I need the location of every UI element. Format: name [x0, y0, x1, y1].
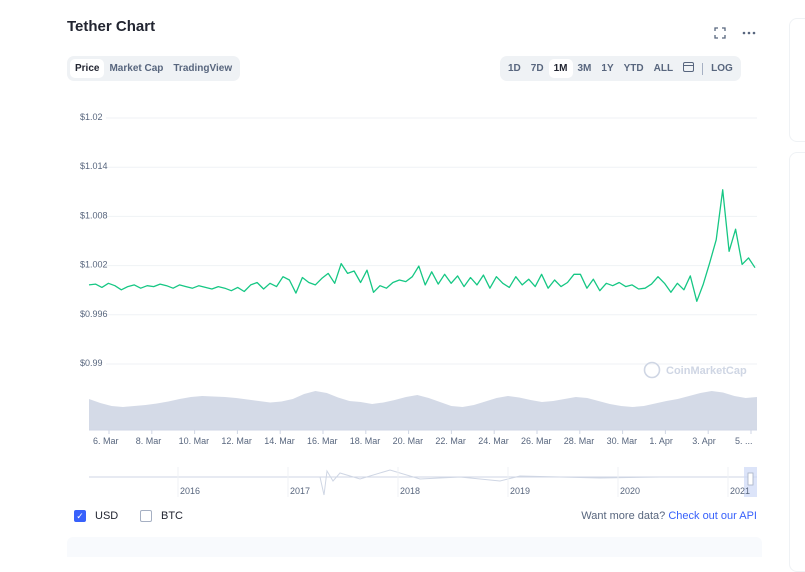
x-tick-label: 20. Mar	[393, 436, 424, 446]
navigator-year-label: 2021	[730, 486, 750, 496]
x-tick-label: 18. Mar	[350, 436, 381, 446]
chart-title: Tether Chart	[67, 18, 156, 35]
chart-type-tabs: Price Market Cap TradingView	[67, 56, 241, 81]
x-tick-label: 24. Mar	[478, 436, 509, 446]
tab-price[interactable]: Price	[70, 59, 105, 78]
x-tick-label: 3. Apr	[692, 436, 716, 446]
navigator-background	[89, 467, 757, 497]
x-tick-label: 30. Mar	[607, 436, 638, 446]
more-horizontal-icon[interactable]	[740, 24, 758, 42]
y-tick-label: $0.99	[80, 358, 103, 368]
navigator-year-label: 2016	[180, 486, 200, 496]
side-card	[789, 18, 805, 142]
api-promo: Want more data? Check out our API	[581, 510, 757, 522]
navigator-year-label: 2019	[510, 486, 530, 496]
y-tick-label: $1.002	[80, 260, 108, 270]
watermark-text: CoinMarketCap	[666, 365, 747, 377]
api-promo-text: Want more data?	[581, 510, 666, 522]
range-all[interactable]: ALL	[653, 63, 674, 74]
btc-label: BTC	[161, 510, 183, 522]
x-tick-label: 22. Mar	[435, 436, 466, 446]
y-tick-label: $1.008	[80, 210, 108, 220]
usd-checkbox[interactable]: ✓	[74, 510, 86, 522]
x-tick-label: 10. Mar	[179, 436, 210, 446]
coinmarketcap-watermark: CoinMarketCap	[643, 361, 747, 379]
price-line	[88, 189, 756, 302]
navigator-year-label: 2017	[290, 486, 310, 496]
y-tick-label: $1.014	[80, 161, 108, 171]
x-tick-label: 26. Mar	[521, 436, 552, 446]
x-tick-label: 8. Mar	[136, 436, 162, 446]
range-7d[interactable]: 7D	[530, 63, 544, 74]
x-tick-label: 1. Apr	[649, 436, 673, 446]
log-scale-toggle[interactable]: LOG	[711, 63, 733, 74]
range-3m[interactable]: 3M	[577, 63, 592, 74]
x-tick-label: 12. Mar	[221, 436, 252, 446]
side-card-2	[789, 152, 805, 572]
time-range-tabs: 1D 7D 1M 3M 1Y YTD ALL LOG	[500, 56, 741, 81]
navigator-handle	[747, 472, 754, 486]
price-chart: $1.02 $1.014 $1.008 $1.002 $0.996 $0.99 CoinMa…	[80, 112, 757, 497]
navigator-line	[89, 469, 745, 496]
coinmarketcap-logo-icon	[643, 361, 661, 379]
navigator-year-label: 2018	[400, 486, 420, 496]
tab-market-cap[interactable]: Market Cap	[109, 63, 164, 74]
next-section-card	[67, 537, 762, 557]
usd-label: USD	[95, 510, 119, 522]
divider	[702, 62, 704, 75]
navigator-year-label: 2020	[620, 486, 640, 496]
range-ytd[interactable]: YTD	[623, 63, 644, 74]
range-1d[interactable]: 1D	[508, 63, 521, 74]
x-tick-label: 28. Mar	[564, 436, 595, 446]
y-tick-label: $1.02	[80, 112, 103, 122]
range-1y[interactable]: 1Y	[601, 63, 614, 74]
x-tick-label: 16. Mar	[307, 436, 338, 446]
api-link[interactable]: Check out our API	[668, 510, 757, 522]
x-tick-label: 5. ...	[735, 436, 753, 446]
y-tick-label: $0.996	[80, 309, 108, 319]
expand-icon[interactable]	[711, 24, 729, 42]
x-tick-label: 14. Mar	[264, 436, 295, 446]
x-tick-label: 6. Mar	[93, 436, 119, 446]
btc-checkbox[interactable]	[140, 510, 152, 522]
tab-tradingview[interactable]: TradingView	[173, 63, 233, 74]
range-1m[interactable]: 1M	[548, 59, 573, 78]
volume-area	[89, 391, 757, 430]
calendar-icon[interactable]	[678, 58, 699, 79]
